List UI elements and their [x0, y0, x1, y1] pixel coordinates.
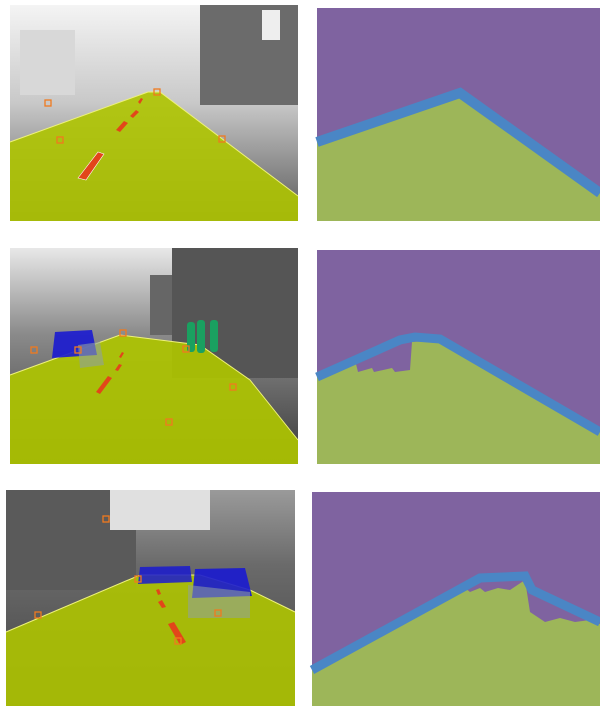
photo-1	[9, 5, 299, 221]
segmentation-3	[309, 492, 600, 706]
photo-2	[9, 248, 299, 464]
segmentation-1	[315, 8, 600, 221]
segmentation-2	[315, 250, 600, 464]
photo-3	[5, 490, 296, 706]
